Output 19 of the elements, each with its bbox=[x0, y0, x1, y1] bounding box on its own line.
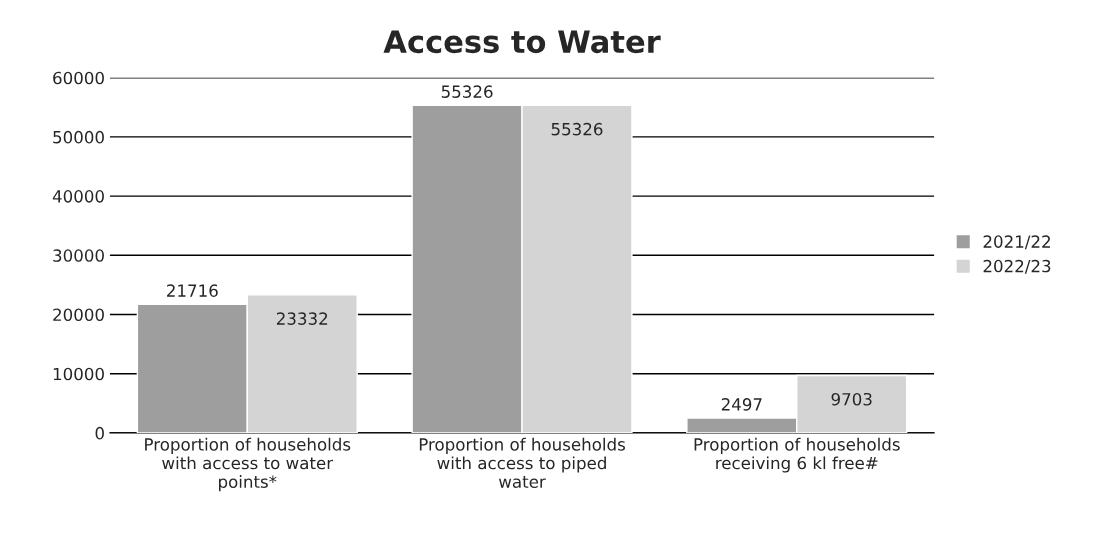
data-label: 55326 bbox=[551, 122, 603, 136]
legend-label: 2022/23 bbox=[983, 259, 1051, 274]
data-label: 9703 bbox=[831, 392, 872, 406]
y-tick-label: 60000 bbox=[53, 71, 104, 85]
y-tick-label: 0 bbox=[95, 426, 104, 440]
x-tick-label: Proportion of households with access to water points* bbox=[145, 437, 351, 492]
y-tick-label: 10000 bbox=[53, 367, 104, 381]
y-tick-label: 30000 bbox=[53, 249, 104, 262]
data-label: 2497 bbox=[721, 398, 762, 411]
x-tick-label: Proportion of households receiving 6 kl free# bbox=[694, 437, 900, 473]
data-label: 23332 bbox=[276, 312, 328, 325]
y-tick-label: 40000 bbox=[52, 190, 104, 203]
y-tick-label: 20000 bbox=[53, 308, 104, 322]
chart-title: Access to Water bbox=[383, 30, 661, 54]
y-tick-label: 50000 bbox=[53, 130, 104, 144]
data-label: 55326 bbox=[441, 85, 493, 98]
legend-label: 2021/22 bbox=[983, 235, 1050, 250]
data-label: 21716 bbox=[167, 284, 218, 297]
x-tick-label: Proportion of households with access to piped water bbox=[419, 437, 625, 488]
